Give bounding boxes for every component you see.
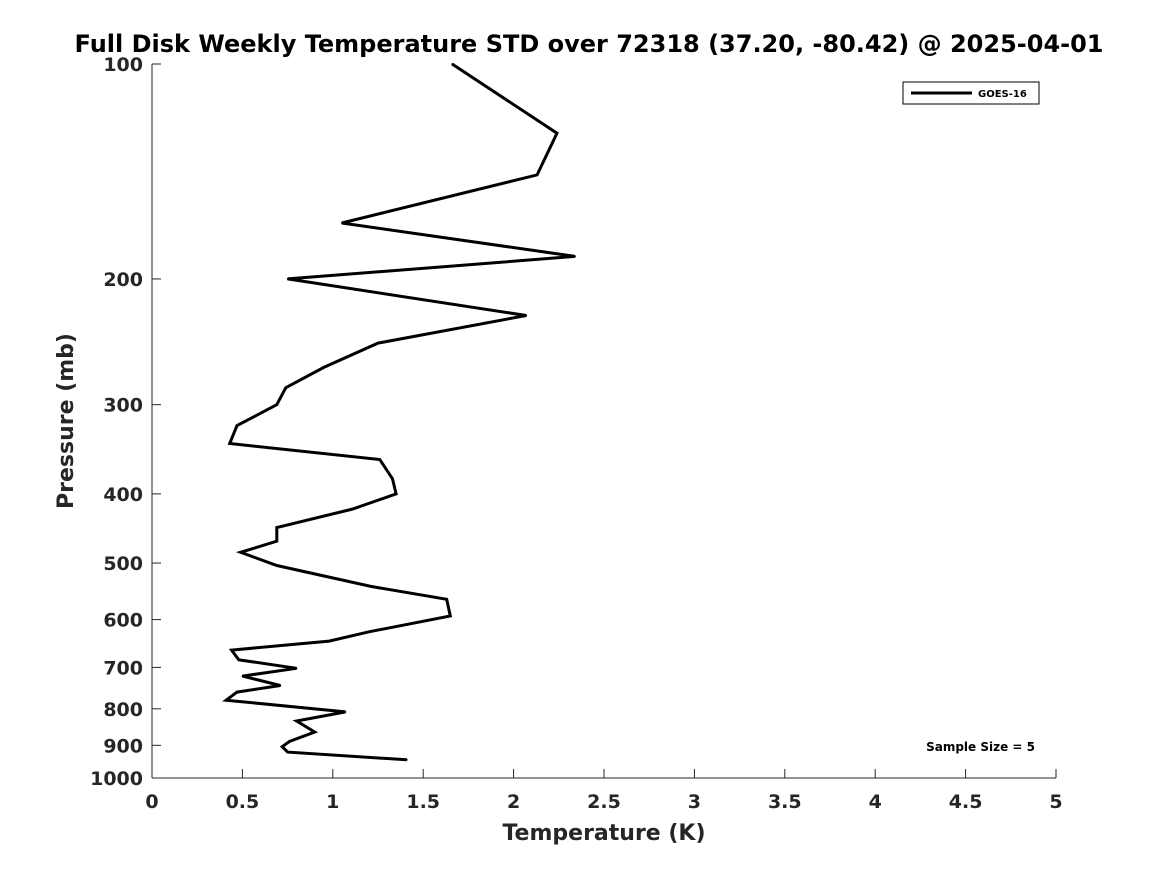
data-point xyxy=(276,540,278,542)
data-point xyxy=(341,222,343,224)
series-line-goes-16 xyxy=(222,62,576,762)
chart-title: Full Disk Weekly Temperature STD over 72… xyxy=(75,30,1104,58)
data-point xyxy=(574,255,576,258)
data-point xyxy=(536,174,538,176)
y-tick-label: 100 xyxy=(103,54,143,76)
y-tick-label: 600 xyxy=(103,610,143,632)
data-point xyxy=(279,684,282,687)
y-axis-label: Pressure (mb) xyxy=(54,333,79,509)
x-tick-label: 2.5 xyxy=(587,791,621,813)
data-point xyxy=(344,711,347,713)
data-point xyxy=(286,751,289,753)
data-point xyxy=(295,667,298,670)
data-point xyxy=(323,366,325,369)
data-point xyxy=(236,691,238,693)
data-point xyxy=(239,551,242,554)
data-point xyxy=(370,585,372,588)
x-tick-label: 1.5 xyxy=(406,791,440,813)
data-point xyxy=(241,675,244,677)
data-point xyxy=(230,649,233,651)
data-point xyxy=(445,598,448,601)
data-point xyxy=(379,458,381,461)
data-point xyxy=(228,442,231,445)
data-point xyxy=(236,424,238,427)
y-ticks: 100 200 300 400 500 600 700 800 900 1000 xyxy=(90,54,161,790)
data-point xyxy=(276,403,278,406)
x-tick-label: 1 xyxy=(326,791,339,813)
x-axis-label: Temperature (K) xyxy=(502,821,705,846)
y-tick-label: 700 xyxy=(103,657,143,679)
data-point xyxy=(285,386,287,389)
data-point xyxy=(225,699,227,701)
data-point xyxy=(556,132,558,134)
x-tick-label: 3.5 xyxy=(768,791,802,813)
plot-area: 0 0.5 1 1.5 2 2.5 3 3.5 4 4.5 5 100 200 300 400 500 600… xyxy=(90,54,1063,813)
data-point xyxy=(313,731,316,733)
data-point xyxy=(449,615,452,617)
plot-frame xyxy=(152,64,1056,778)
legend-label: GOES-16 xyxy=(978,89,1027,100)
data-point xyxy=(377,342,379,344)
x-tick-label: 0.5 xyxy=(226,791,260,813)
data-point xyxy=(406,759,408,761)
data-point xyxy=(451,63,453,65)
data-point xyxy=(276,526,278,529)
y-tick-label: 800 xyxy=(103,699,143,721)
data-point xyxy=(288,740,291,743)
series-group xyxy=(222,62,576,762)
data-point xyxy=(391,478,394,480)
data-point xyxy=(295,720,298,722)
y-tick-label: 500 xyxy=(103,553,143,575)
data-point xyxy=(328,640,331,642)
data-point xyxy=(395,493,397,495)
x-tick-label: 4 xyxy=(869,791,882,813)
data-point xyxy=(238,659,240,661)
y-tick-label: 300 xyxy=(103,395,143,417)
y-tick-label: 400 xyxy=(103,484,143,506)
y-tick-label: 900 xyxy=(103,735,143,757)
x-tick-label: 3 xyxy=(688,791,701,813)
data-point xyxy=(276,564,278,567)
x-tick-label: 4.5 xyxy=(949,791,983,813)
y-tick-label: 1000 xyxy=(90,768,143,790)
data-point xyxy=(351,508,354,510)
y-tick-label: 200 xyxy=(103,269,143,291)
x-ticks: 0 0.5 1 1.5 2 2.5 3 3.5 4 4.5 5 xyxy=(145,769,1063,813)
x-tick-label: 2 xyxy=(507,791,520,813)
x-tick-label: 0 xyxy=(145,791,158,813)
data-point xyxy=(525,314,528,317)
sample-size-annotation: Sample Size = 5 xyxy=(926,740,1035,754)
data-point xyxy=(368,631,370,633)
legend: GOES-16 xyxy=(902,81,1040,105)
x-tick-label: 5 xyxy=(1049,791,1062,813)
data-point xyxy=(286,278,289,280)
data-point xyxy=(281,745,284,748)
